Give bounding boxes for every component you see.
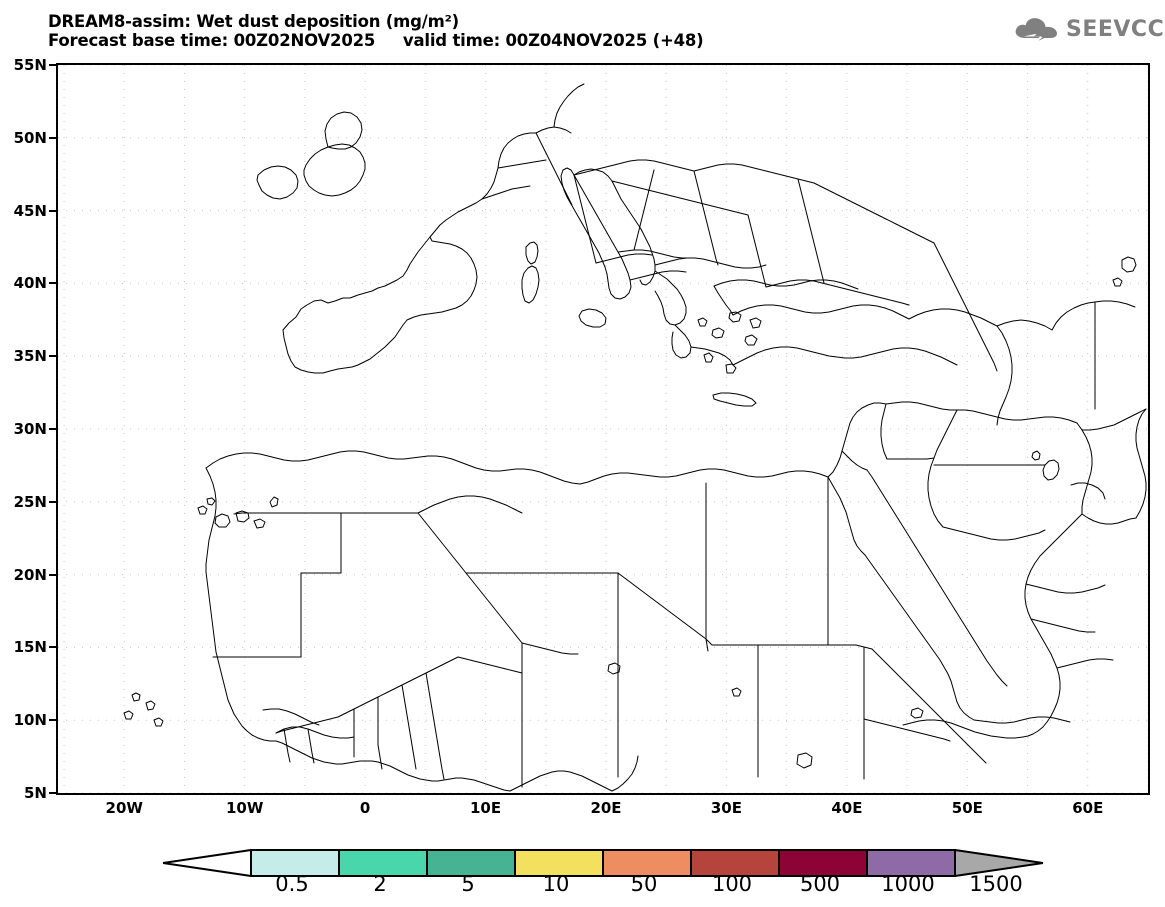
colorbar bbox=[163, 848, 1043, 878]
logo-text: SEEVCCC bbox=[1066, 17, 1165, 42]
x-tick-label-40E: 40E bbox=[831, 799, 863, 817]
y-tick-mark bbox=[49, 355, 56, 358]
y-tick-mark bbox=[49, 646, 56, 649]
colorbar-tick-labels: 0.5 2 5 10 50 100 500 1000 1500 bbox=[0, 872, 1165, 902]
y-tick-mark bbox=[49, 209, 56, 212]
y-tick-mark bbox=[49, 719, 56, 722]
colorbar-tick-500: 500 bbox=[799, 872, 841, 896]
x-tick-label-20W: 20W bbox=[105, 799, 143, 817]
colorbar-tick-10: 10 bbox=[542, 872, 570, 896]
x-tick-label-30E: 30E bbox=[710, 799, 742, 817]
map-plot-area[interactable] bbox=[56, 63, 1150, 795]
x-tick-label-10E: 10E bbox=[470, 799, 502, 817]
y-tick-label-40N: 40N bbox=[13, 274, 47, 293]
y-tick-mark bbox=[49, 282, 56, 285]
y-tick-label-10N: 10N bbox=[13, 711, 47, 730]
forecast-time-line: Forecast base time: 00Z02NOV2025 valid t… bbox=[48, 31, 704, 50]
x-tick-label-10W: 10W bbox=[225, 799, 264, 817]
map-svg bbox=[58, 65, 1148, 793]
y-tick-label-25N: 25N bbox=[13, 492, 47, 511]
y-tick-mark bbox=[49, 792, 56, 794]
colorbar-tick-1000: 1000 bbox=[881, 872, 935, 896]
y-tick-label-55N: 55N bbox=[13, 56, 47, 74]
y-tick-mark bbox=[49, 500, 56, 503]
chart-title-block: DREAM8-assim: Wet dust deposition (mg/m²… bbox=[48, 12, 704, 50]
y-tick-label-35N: 35N bbox=[13, 347, 47, 366]
colorbar-tick-2: 2 bbox=[373, 872, 387, 896]
y-tick-mark bbox=[49, 573, 56, 576]
y-tick-mark bbox=[49, 136, 56, 139]
y-tick-label-5N: 5N bbox=[24, 784, 47, 802]
colorbar-tick-1500: 1500 bbox=[969, 872, 1023, 896]
map-gridlines bbox=[58, 65, 1148, 793]
y-tick-label-30N: 30N bbox=[13, 420, 47, 438]
y-tick-mark bbox=[49, 64, 56, 66]
y-tick-label-50N: 50N bbox=[13, 128, 47, 147]
colorbar-tick-100: 100 bbox=[711, 872, 753, 896]
y-tick-label-15N: 15N bbox=[13, 638, 47, 657]
x-tick-label-60E: 60E bbox=[1072, 799, 1104, 817]
x-tick-label-50E: 50E bbox=[951, 799, 983, 817]
y-tick-label-45N: 45N bbox=[13, 201, 47, 220]
colorbar-tick-5: 5 bbox=[461, 872, 475, 896]
y-tick-label-20N: 20N bbox=[13, 565, 47, 584]
x-tick-label-0: 0 bbox=[359, 799, 371, 817]
colorbar-tick-0.5: 0.5 bbox=[275, 872, 309, 896]
y-tick-mark bbox=[49, 428, 56, 430]
page-title: DREAM8-assim: Wet dust deposition (mg/m²… bbox=[48, 12, 459, 31]
x-tick-label-20E: 20E bbox=[590, 799, 622, 817]
colorbar-tick-50: 50 bbox=[630, 872, 658, 896]
cloud-icon bbox=[1015, 18, 1057, 42]
seevccc-logo: SEEVCCC bbox=[1013, 16, 1165, 44]
colorbar-svg bbox=[163, 849, 1043, 877]
map-coastlines bbox=[123, 83, 1147, 792]
